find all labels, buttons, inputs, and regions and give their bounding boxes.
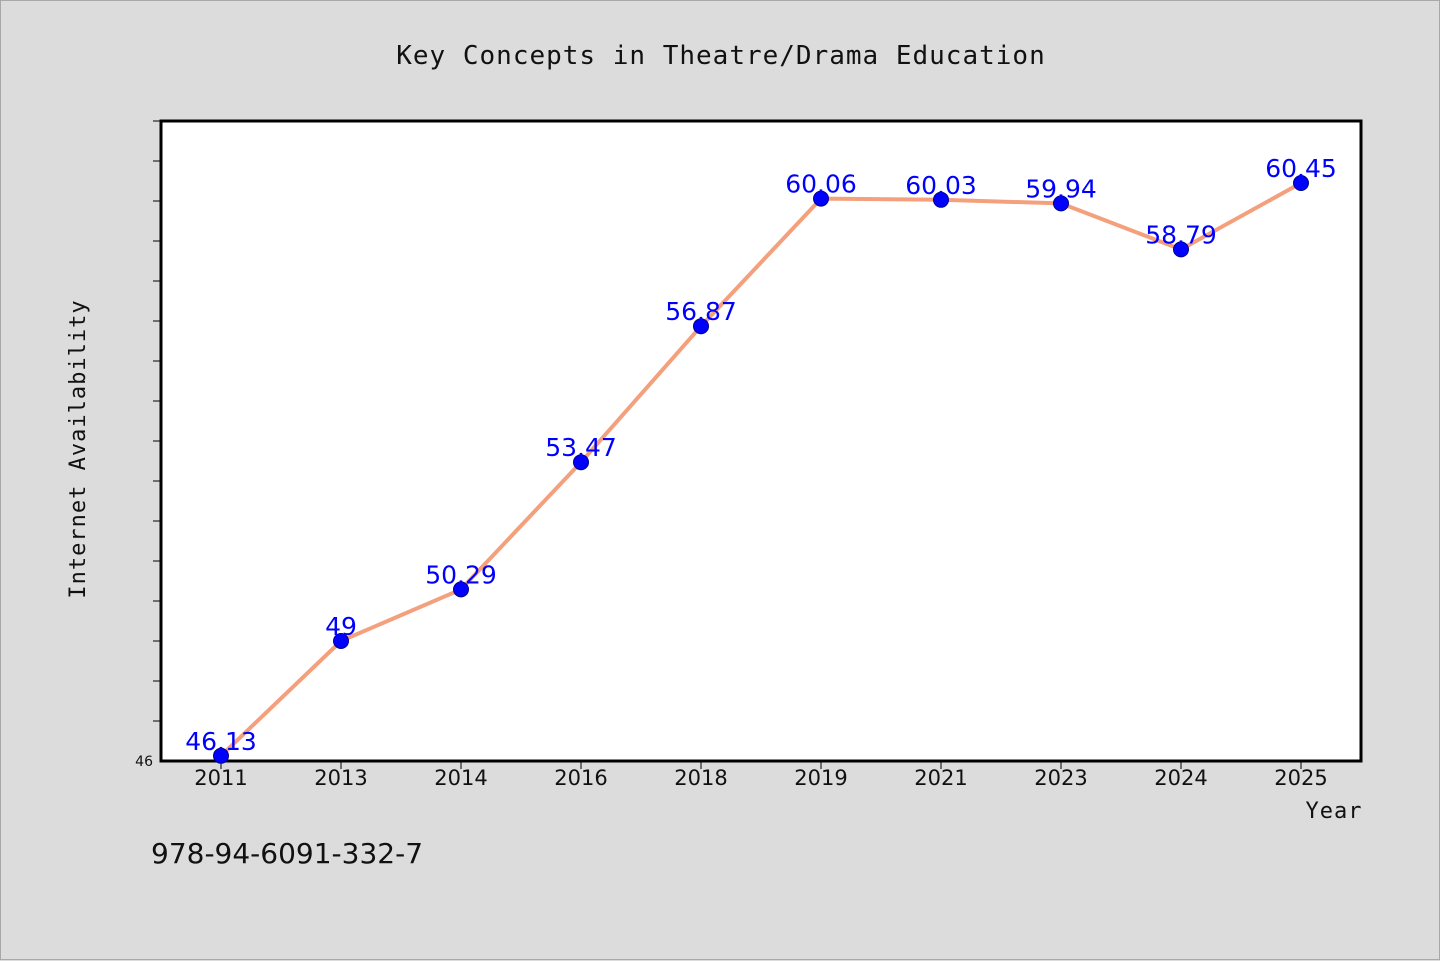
data-label: 53.47 <box>545 433 617 462</box>
data-label: 60.06 <box>785 170 857 199</box>
y-tick-label: 46 <box>135 754 153 770</box>
data-label: 50.29 <box>425 560 497 589</box>
data-label: 49 <box>325 612 357 641</box>
x-tick-label: 2021 <box>914 766 967 790</box>
plot-area <box>159 119 1363 763</box>
isbn-text: 978-94-6091-332-7 <box>151 837 423 870</box>
data-point <box>1053 195 1069 212</box>
y-axis-label: Internet Availability <box>66 299 91 598</box>
y-axis: 46 <box>135 120 161 770</box>
data-point <box>333 633 349 649</box>
data-label: 60.03 <box>905 171 977 200</box>
x-axis-label: Year <box>1306 799 1363 824</box>
x-tick-label: 2013 <box>314 766 367 790</box>
x-tick-label: 2018 <box>674 766 727 790</box>
chart-title: Key Concepts in Theatre/Drama Education <box>396 41 1045 71</box>
data-point <box>693 318 709 335</box>
data-label: 46.13 <box>185 727 257 756</box>
data-point <box>933 191 949 208</box>
data-point <box>213 747 229 764</box>
data-label: 59.94 <box>1025 174 1097 203</box>
data-labels: 46.13 49 50.29 53.47 56.87 60.06 60.03 59.94 58.… <box>185 154 1337 756</box>
x-tick-label: 2023 <box>1034 766 1087 790</box>
data-label: 58.79 <box>1145 220 1217 249</box>
data-label: 60.45 <box>1265 154 1337 183</box>
x-tick-label: 2019 <box>794 766 847 790</box>
data-point <box>1293 175 1309 191</box>
series-line <box>219 181 1302 758</box>
data-point <box>573 454 589 471</box>
x-tick-label: 2025 <box>1274 766 1327 790</box>
data-point <box>1173 241 1189 258</box>
data-point <box>453 581 469 598</box>
series-markers <box>213 175 1309 764</box>
x-tick-label: 2011 <box>194 766 247 790</box>
x-tick-label: 2024 <box>1154 766 1207 790</box>
data-point <box>813 190 829 207</box>
x-axis: 2011 2013 2014 2016 2018 2019 2021 2023 2024 2025 <box>194 761 1328 790</box>
data-label: 56.87 <box>665 297 737 326</box>
x-tick-label: 2016 <box>554 766 607 790</box>
x-tick-label: 2014 <box>434 766 487 790</box>
